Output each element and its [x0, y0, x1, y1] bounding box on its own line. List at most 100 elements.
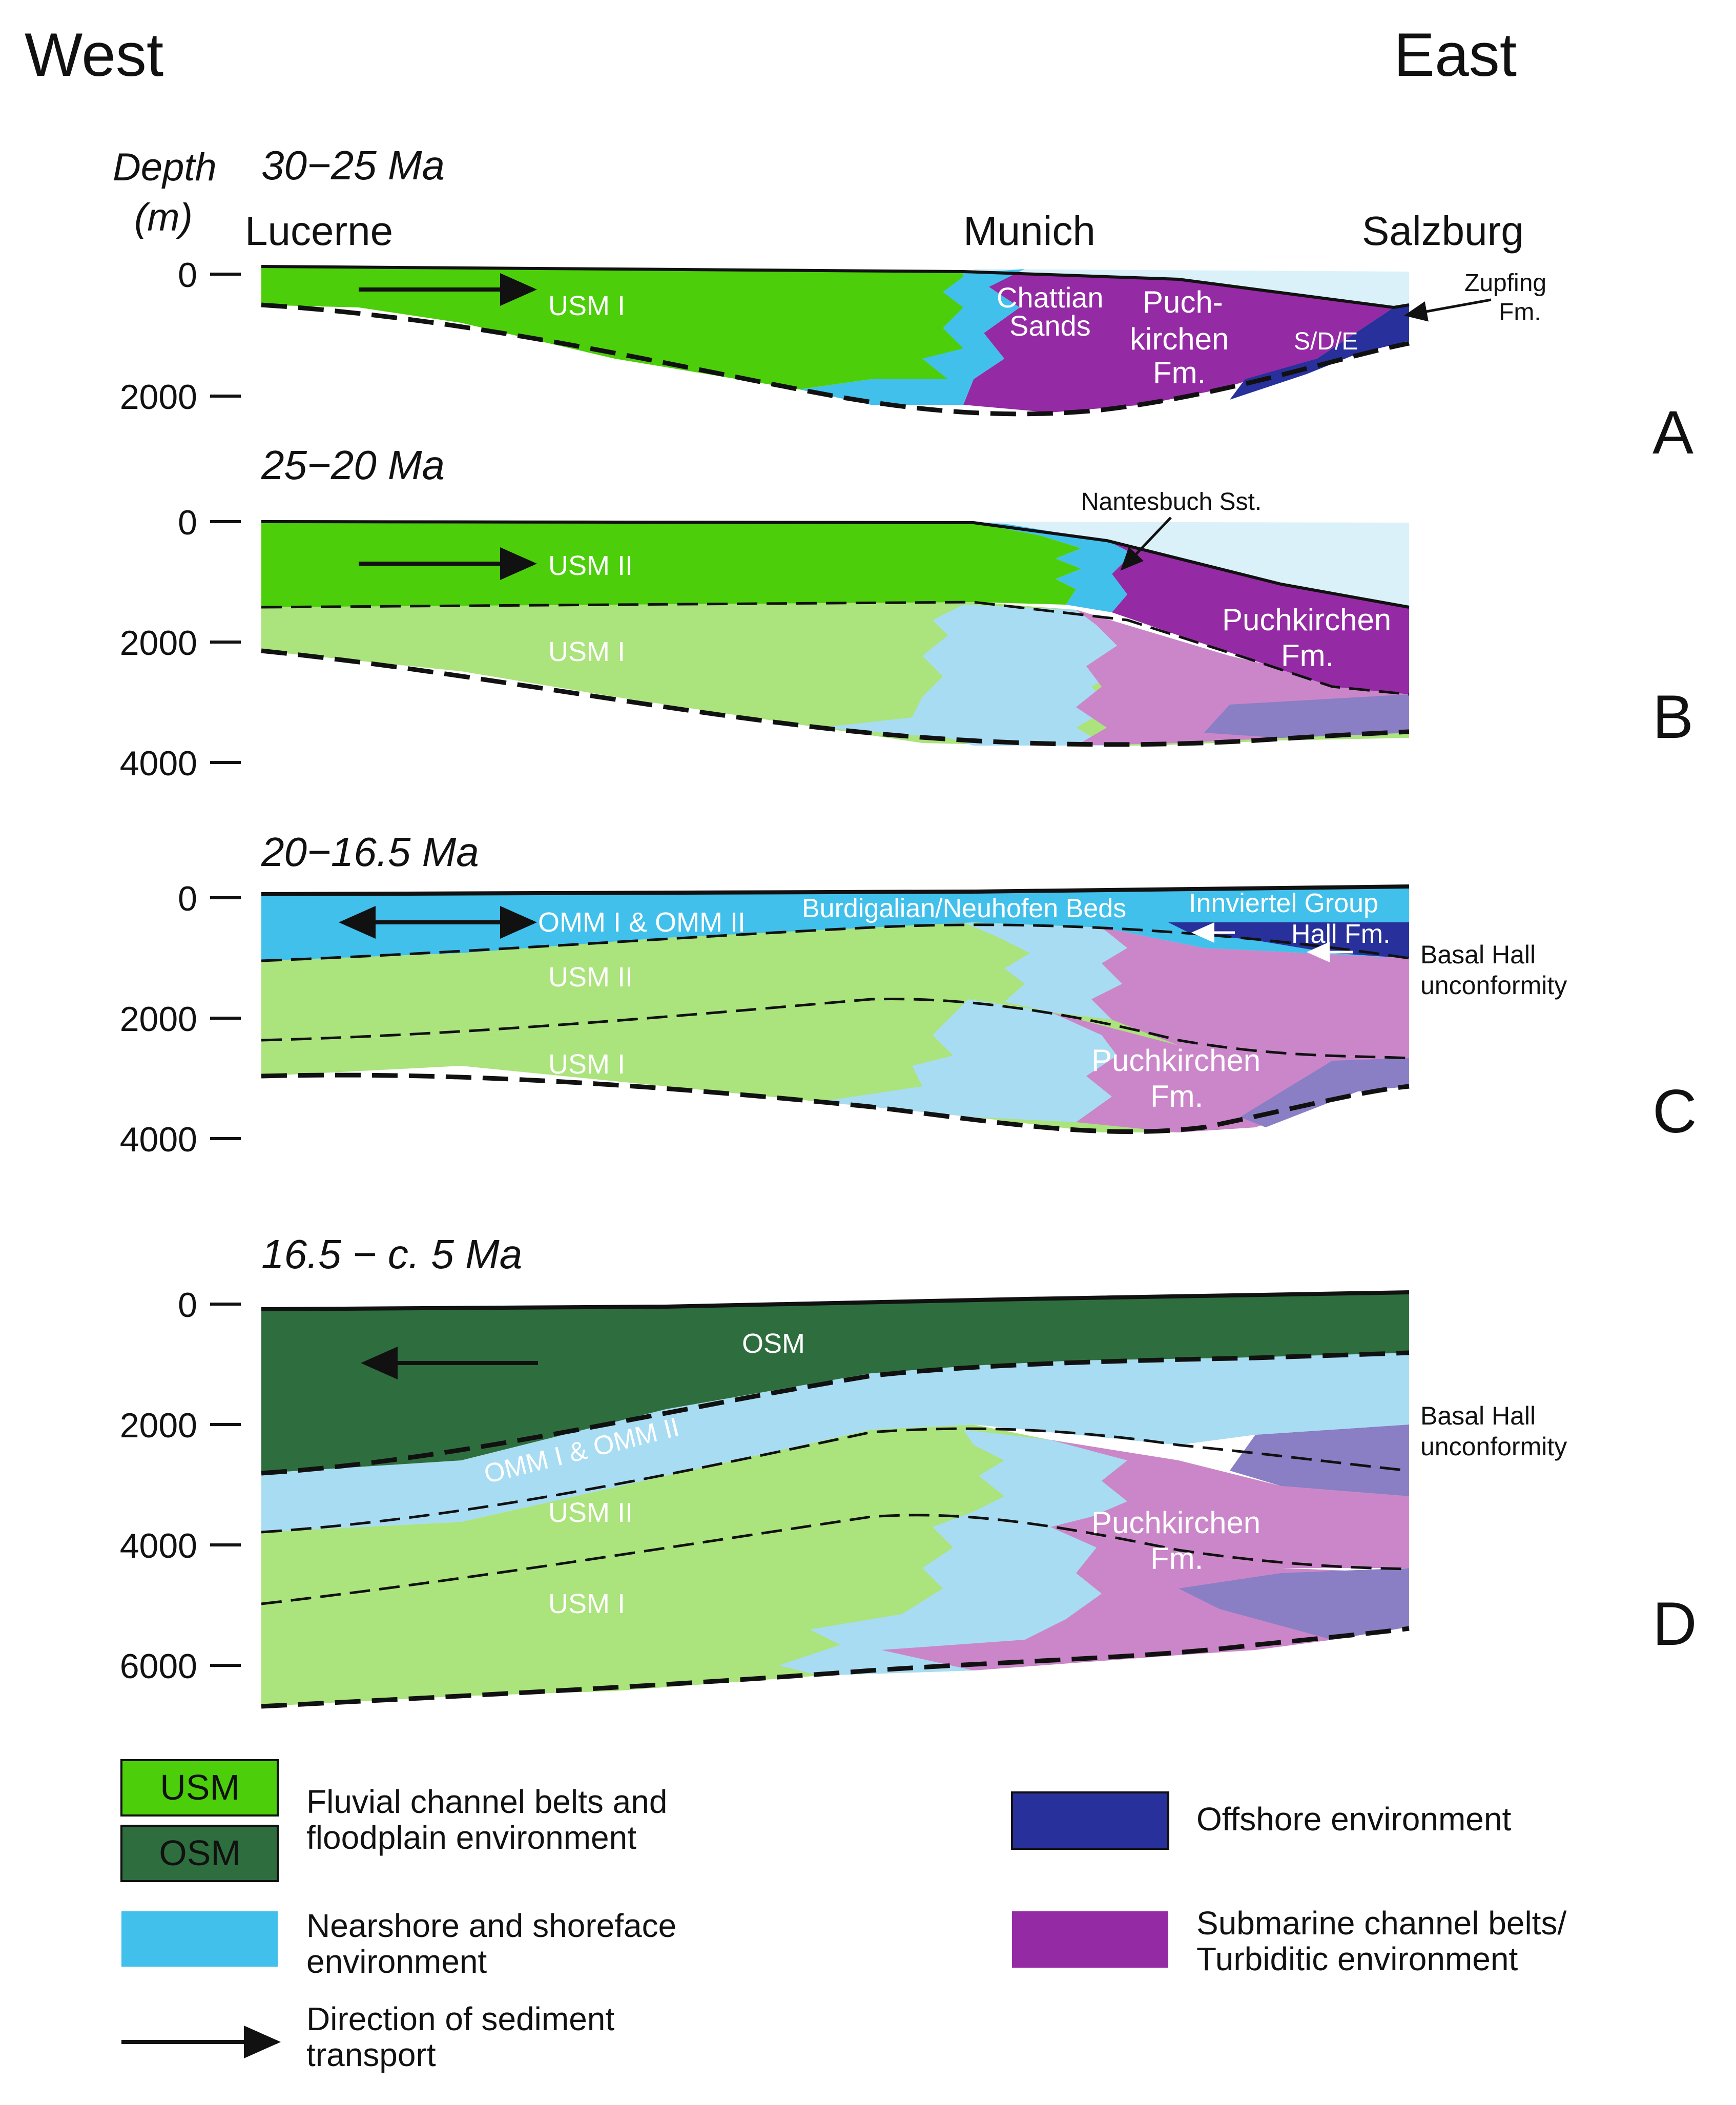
panel-a-label-fm: Fm.: [1153, 356, 1206, 390]
panel-c-label-burdigalian: Burdigalian/Neuhofen Beds: [802, 894, 1126, 923]
panel-c-label-basal-hall: Basal Hall: [1420, 940, 1536, 969]
panel-a-age: 30−25 Ma: [261, 142, 445, 188]
panel-c-nearshore-old: [963, 922, 1127, 1020]
panel-d-turbidite-mid: [1050, 1440, 1409, 1568]
panel-b-nearshore: [974, 523, 1132, 612]
panel-a-tick-2000: 2000: [120, 378, 197, 417]
panel-b-nantesbuch-pointer: [1120, 517, 1172, 571]
panel-c-label-omm: OMM I & OMM II: [538, 907, 746, 938]
panel-a-label-sands: Sands: [1009, 309, 1091, 342]
panel-a-label-kirchen: kirchen: [1130, 322, 1229, 356]
panel-b-offshore-old: [1204, 694, 1409, 738]
panel-a-water: [974, 269, 1409, 307]
panel-c-base-unconformity: [261, 1072, 1410, 1134]
panel-c-label-innviertel: Innviertel Group: [1189, 889, 1378, 918]
panel-d-label-osm: OSM: [742, 1328, 805, 1359]
legend: USM OSM Fluvial channel belts and floodp…: [120, 1759, 1566, 2073]
panel-c-label-hall: Hall Fm.: [1291, 919, 1391, 949]
panel-d-label-fm: Fm.: [1150, 1541, 1203, 1576]
panel-d-tick-2000: 2000: [120, 1406, 197, 1445]
panel-a-zupfing-pointer: [1404, 298, 1492, 322]
panel-a-turbidite: [963, 272, 1394, 412]
panel-a-label-puch: Puch-: [1143, 285, 1223, 319]
legend-direction-line2: transport: [306, 2036, 436, 2073]
panel-c-tick-0: 0: [178, 879, 197, 918]
panel-d-offshore-mid: [1230, 1425, 1409, 1496]
panel-d-label-usm2: USM II: [548, 1497, 633, 1528]
panel-a-letter: A: [1652, 398, 1693, 467]
legend-nearshore-swatch: [121, 1911, 278, 1967]
panel-a-label-sde: S/D/E: [1294, 328, 1358, 355]
panel-c-label-unconformity: unconformity: [1420, 971, 1567, 1000]
panel-b-label-usm1: USM I: [548, 636, 625, 667]
city-salzburg: Salzburg: [1362, 208, 1524, 254]
panel-a-base-unconformity: [261, 302, 1410, 417]
depth-axis-title: Depth: [113, 146, 217, 189]
panel-c-turbidite-old: [1091, 927, 1409, 1058]
panel-d-age: 16.5 − c. 5 Ma: [261, 1231, 522, 1277]
legend-nearshore-line2: environment: [306, 1943, 487, 1980]
panel-d-label-basal-hall: Basal Hall: [1420, 1401, 1536, 1430]
panel-c: 20−16.5 Ma OMM I & OMM II Burdigalian/Ne…: [120, 829, 1697, 1159]
east-label: East: [1394, 20, 1517, 89]
legend-osm-swatch: [120, 1825, 279, 1882]
west-label: West: [25, 20, 163, 89]
panel-a-usm: [261, 266, 963, 389]
legend-direction-line1: Direction of sediment: [306, 2000, 614, 2037]
panel-b-tick-4000: 4000: [120, 744, 197, 783]
panel-b-label-fm: Fm.: [1281, 638, 1334, 673]
panel-d-nearshore-low: [779, 1512, 1102, 1676]
panel-d-label-unconformity: unconformity: [1420, 1432, 1567, 1461]
city-lucerne: Lucerne: [245, 208, 393, 254]
legend-usm-swatch: [120, 1759, 279, 1817]
panel-c-label-usm2: USM II: [548, 962, 633, 993]
panel-d-omm-base: [261, 1427, 1410, 1534]
panel-c-offshore-old: [1240, 1058, 1409, 1127]
panel-b-usm2: [261, 522, 1081, 607]
panel-c-age: 20−16.5 Ma: [261, 829, 479, 875]
panel-b-letter: B: [1652, 683, 1693, 751]
legend-osm-label: OSM: [159, 1833, 240, 1873]
legend-fluvial-line1: Fluvial channel belts and: [306, 1783, 667, 1820]
panel-d-osm: [261, 1292, 1409, 1473]
panel-a-label-zupfing-fm: Fm.: [1499, 299, 1541, 326]
panel-c-label-fm: Fm.: [1150, 1079, 1203, 1113]
panel-b-base-unconformity: [261, 648, 1410, 747]
panel-c-tick-4000: 4000: [120, 1120, 197, 1159]
legend-usm-label: USM: [160, 1767, 240, 1807]
panel-d-tick-4000: 4000: [120, 1526, 197, 1565]
panel-b-label-nantesbuch: Nantesbuch Sst.: [1081, 488, 1262, 515]
legend-submarine-swatch: [1012, 1911, 1168, 1968]
panel-b-age: 25−20 Ma: [261, 442, 445, 488]
panel-d-label-puchkirchen: Puchkirchen: [1091, 1505, 1260, 1540]
depth-axis-unit: (m): [134, 196, 193, 239]
panel-d-turbidite-low: [881, 1527, 1409, 1670]
city-munich: Munich: [963, 208, 1096, 254]
panel-c-label-usm1: USM I: [548, 1049, 625, 1080]
panel-c-usm2-base: [261, 998, 1410, 1060]
panel-c-omm-base: [261, 923, 1410, 962]
legend-submarine-line1: Submarine channel belts/: [1196, 1905, 1566, 1942]
panel-b-label-puchkirchen: Puchkirchen: [1222, 603, 1391, 637]
panel-b: 25−20 Ma USM II USM I Nantesbuch Sst. Pu…: [120, 442, 1693, 783]
legend-nearshore-line1: Nearshore and shoreface: [306, 1907, 676, 1944]
legend-fluvial-line2: floodplain environment: [306, 1819, 636, 1856]
panel-b-label-usm2: USM II: [548, 550, 633, 581]
panel-c-tick-2000: 2000: [120, 1000, 197, 1039]
panel-d-tick-6000: 6000: [120, 1647, 197, 1686]
panel-a-label-usm1: USM I: [548, 291, 625, 321]
panel-d-osm-base: [261, 1350, 1410, 1476]
panel-a-label-zupfing: Zupfing: [1464, 270, 1546, 297]
panel-d-tick-0: 0: [178, 1286, 197, 1325]
panel-d-label-usm1: USM I: [548, 1588, 625, 1619]
panel-d-omm-old: [261, 1353, 1409, 1532]
panel-c-label-puchkirchen: Puchkirchen: [1091, 1043, 1260, 1078]
panel-c-letter: C: [1652, 1077, 1697, 1146]
panel-b-tick-2000: 2000: [120, 624, 197, 663]
panel-d-offshore-low: [1179, 1568, 1409, 1640]
panel-b-turbidite: [1107, 541, 1409, 694]
panel-d-usm2-base: [261, 1514, 1410, 1605]
panel-d: 16.5 − c. 5 Ma OSM OMM I & OMM II USM II…: [120, 1231, 1697, 1709]
